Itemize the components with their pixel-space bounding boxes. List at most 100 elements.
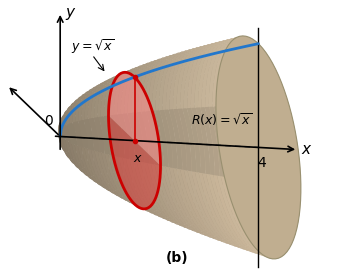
Polygon shape: [180, 108, 261, 246]
Polygon shape: [162, 50, 238, 179]
Polygon shape: [135, 60, 201, 173]
Polygon shape: [124, 113, 187, 220]
Polygon shape: [109, 115, 160, 209]
Polygon shape: [184, 44, 265, 183]
Polygon shape: [166, 109, 242, 240]
Polygon shape: [114, 68, 173, 168]
Polygon shape: [194, 41, 279, 185]
Polygon shape: [194, 108, 279, 252]
Polygon shape: [64, 102, 94, 151]
Polygon shape: [184, 108, 265, 248]
Polygon shape: [155, 110, 229, 235]
Polygon shape: [110, 115, 168, 212]
Polygon shape: [145, 56, 215, 175]
Polygon shape: [209, 107, 296, 257]
Polygon shape: [124, 64, 187, 171]
Polygon shape: [91, 80, 139, 162]
Polygon shape: [121, 114, 182, 218]
Polygon shape: [148, 111, 219, 232]
Polygon shape: [97, 117, 149, 204]
Polygon shape: [201, 39, 287, 186]
Polygon shape: [91, 118, 139, 199]
Polygon shape: [101, 75, 154, 164]
Polygon shape: [73, 93, 110, 155]
Text: $y = \sqrt{x}$: $y = \sqrt{x}$: [71, 37, 114, 56]
Polygon shape: [145, 111, 215, 230]
Polygon shape: [135, 112, 201, 225]
Polygon shape: [60, 109, 83, 147]
Text: 4: 4: [258, 156, 266, 170]
Polygon shape: [177, 109, 256, 245]
Polygon shape: [177, 46, 256, 182]
Polygon shape: [166, 49, 242, 180]
Polygon shape: [148, 55, 219, 176]
Polygon shape: [67, 123, 99, 177]
Polygon shape: [180, 45, 261, 182]
Polygon shape: [141, 111, 210, 229]
Polygon shape: [101, 116, 154, 206]
Polygon shape: [104, 73, 159, 165]
Polygon shape: [162, 110, 238, 239]
Polygon shape: [85, 119, 130, 194]
Polygon shape: [104, 116, 159, 208]
Polygon shape: [58, 131, 70, 153]
Polygon shape: [117, 114, 178, 216]
Polygon shape: [173, 47, 251, 181]
Polygon shape: [75, 121, 115, 186]
Text: x: x: [302, 142, 310, 157]
Polygon shape: [81, 120, 125, 192]
Polygon shape: [114, 114, 173, 214]
Polygon shape: [205, 38, 292, 187]
Polygon shape: [58, 121, 70, 143]
Polygon shape: [78, 88, 120, 157]
Polygon shape: [121, 65, 182, 170]
Polygon shape: [212, 106, 301, 259]
Polygon shape: [173, 109, 251, 243]
Polygon shape: [97, 76, 149, 164]
Polygon shape: [155, 52, 229, 177]
Polygon shape: [187, 43, 269, 184]
Polygon shape: [191, 42, 274, 185]
Polygon shape: [187, 108, 269, 249]
Polygon shape: [94, 117, 144, 201]
Polygon shape: [81, 86, 125, 158]
Polygon shape: [191, 108, 274, 251]
Polygon shape: [75, 91, 115, 156]
Text: 0: 0: [44, 114, 53, 128]
Polygon shape: [64, 124, 94, 173]
Polygon shape: [127, 63, 192, 171]
Text: $R(x) = \sqrt{x}$: $R(x) = \sqrt{x}$: [191, 112, 253, 129]
Polygon shape: [85, 84, 130, 159]
Polygon shape: [141, 57, 210, 174]
Polygon shape: [107, 71, 164, 166]
Polygon shape: [159, 110, 233, 237]
Polygon shape: [73, 122, 110, 183]
Polygon shape: [152, 111, 224, 234]
Polygon shape: [62, 126, 88, 169]
Polygon shape: [131, 61, 196, 172]
Polygon shape: [131, 112, 196, 224]
Polygon shape: [170, 48, 247, 180]
Polygon shape: [198, 40, 283, 186]
Polygon shape: [138, 112, 206, 227]
Polygon shape: [62, 106, 88, 149]
Text: (b): (b): [166, 251, 188, 265]
Polygon shape: [152, 54, 224, 177]
Polygon shape: [70, 123, 104, 180]
Polygon shape: [60, 127, 83, 165]
Polygon shape: [138, 58, 206, 174]
Polygon shape: [216, 36, 301, 259]
Text: $x$: $x$: [133, 152, 143, 165]
Polygon shape: [78, 120, 120, 189]
Text: y: y: [65, 5, 74, 19]
Polygon shape: [198, 107, 283, 253]
Polygon shape: [94, 78, 144, 162]
Polygon shape: [67, 99, 99, 152]
Polygon shape: [159, 51, 233, 178]
Polygon shape: [205, 107, 292, 256]
Polygon shape: [209, 37, 296, 188]
Polygon shape: [170, 109, 247, 242]
Polygon shape: [201, 107, 287, 255]
Polygon shape: [117, 67, 178, 169]
Polygon shape: [107, 115, 164, 210]
